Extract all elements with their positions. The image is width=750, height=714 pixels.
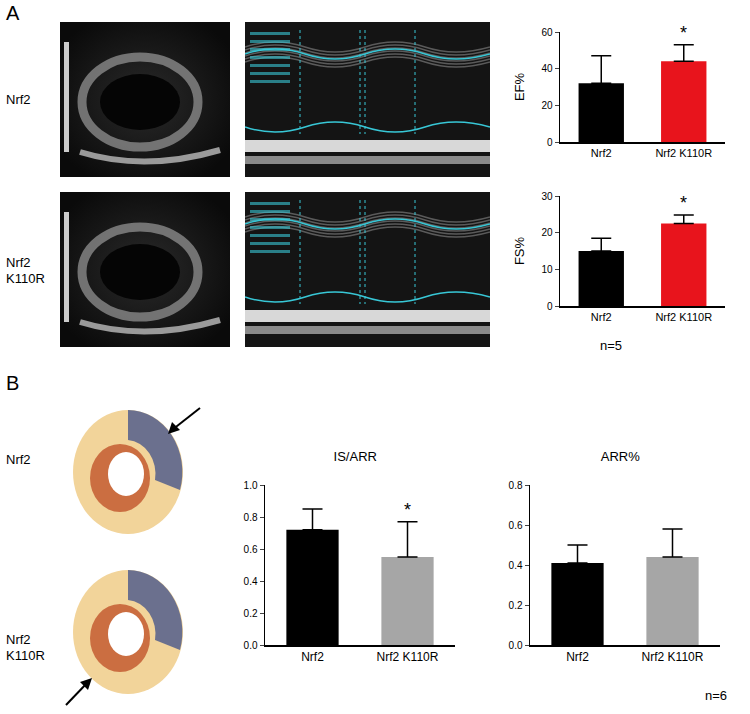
svg-text:*: *: [404, 500, 411, 520]
html-text:n=6: n=6: [705, 688, 728, 703]
svg-text:0.0: 0.0: [509, 640, 523, 651]
svg-text:20: 20: [541, 100, 553, 111]
svg-text:*: *: [680, 193, 687, 213]
html-text:A: A: [6, 2, 20, 24]
svg-text:Nrf2: Nrf2: [591, 311, 612, 323]
svg-text:0.4: 0.4: [244, 576, 258, 587]
svg-text:IS/ARR: IS/ARR: [334, 449, 377, 464]
svg-text:EF%: EF%: [512, 72, 527, 101]
svg-text:0.2: 0.2: [509, 600, 523, 611]
svg-text:Nrf2: Nrf2: [566, 650, 589, 664]
html-text:Nrf2 K110R: Nrf2 K110R: [6, 255, 45, 286]
svg-text:10: 10: [541, 264, 553, 275]
html-text:n=5: n=5: [600, 338, 623, 353]
svg-text:*: *: [680, 23, 687, 43]
svg-text:FS%: FS%: [512, 236, 527, 265]
svg-text:ARR%: ARR%: [601, 449, 640, 464]
svg-text:60: 60: [541, 27, 553, 38]
html-text:B: B: [6, 372, 20, 394]
svg-text:Nrf2: Nrf2: [591, 147, 612, 159]
html-text:Nrf2 K110R: Nrf2 K110R: [6, 632, 45, 663]
html-text:Nrf2: Nrf2: [6, 452, 31, 467]
svg-text:20: 20: [541, 227, 553, 238]
svg-text:Nrf2 K110R: Nrf2 K110R: [655, 311, 712, 323]
svg-text:1.0: 1.0: [244, 480, 258, 491]
svg-text:40: 40: [541, 63, 553, 74]
html-text:Nrf2: Nrf2: [6, 92, 31, 107]
svg-text:0.8: 0.8: [509, 480, 523, 491]
svg-text:0.6: 0.6: [509, 520, 523, 531]
svg-text:0.6: 0.6: [244, 544, 258, 555]
svg-text:0.8: 0.8: [244, 512, 258, 523]
svg-text:0: 0: [547, 301, 553, 312]
svg-text:0: 0: [547, 137, 553, 148]
svg-text:Nrf2 K110R: Nrf2 K110R: [642, 650, 704, 664]
svg-text:Nrf2 K110R: Nrf2 K110R: [655, 147, 712, 159]
svg-text:0.0: 0.0: [244, 640, 258, 651]
svg-text:0.4: 0.4: [509, 560, 523, 571]
svg-text:30: 30: [541, 191, 553, 202]
svg-text:Nrf2: Nrf2: [301, 650, 324, 664]
svg-text:0.2: 0.2: [244, 608, 258, 619]
svg-text:Nrf2 K110R: Nrf2 K110R: [377, 650, 439, 664]
